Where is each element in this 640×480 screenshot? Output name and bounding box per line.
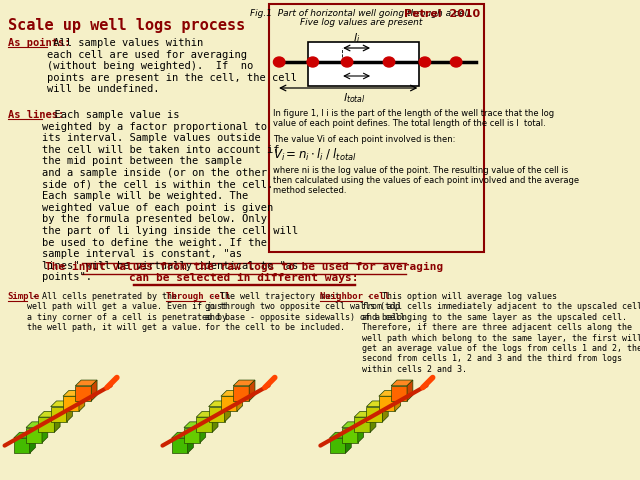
- Polygon shape: [38, 411, 60, 417]
- Polygon shape: [172, 432, 193, 438]
- Bar: [367, 407, 383, 422]
- Text: All sample values within
each cell are used for averaging
(without being weighte: All sample values within each cell are u…: [47, 38, 298, 95]
- Text: The value Vi of each point involved is then:: The value Vi of each point involved is t…: [273, 135, 456, 144]
- Polygon shape: [63, 391, 84, 396]
- Polygon shape: [354, 411, 376, 417]
- Bar: [63, 396, 79, 411]
- Bar: [308, 42, 419, 86]
- Text: Through cell: Through cell: [166, 292, 231, 301]
- Bar: [172, 438, 188, 453]
- Ellipse shape: [451, 57, 462, 67]
- Text: Each sample value is
weighted by a factor proportional to
its interval. Sample v: Each sample value is weighted by a facto…: [42, 110, 298, 282]
- Polygon shape: [346, 432, 351, 453]
- Polygon shape: [237, 391, 243, 411]
- Text: Simple: Simple: [8, 292, 40, 301]
- Ellipse shape: [419, 57, 431, 67]
- Polygon shape: [29, 432, 35, 453]
- Bar: [269, 4, 484, 252]
- Polygon shape: [391, 380, 413, 386]
- Polygon shape: [379, 391, 401, 396]
- Text: $V_i = n_i \cdot l_i \; / \; l_{total}$: $V_i = n_i \cdot l_i \; / \; l_{total}$: [273, 147, 357, 163]
- Ellipse shape: [307, 57, 319, 67]
- Bar: [51, 407, 67, 422]
- Polygon shape: [79, 391, 84, 411]
- Ellipse shape: [341, 57, 353, 67]
- Polygon shape: [42, 422, 48, 443]
- Polygon shape: [370, 411, 376, 432]
- Text: then calculated using the values of each point involved and the average: then calculated using the values of each…: [273, 176, 579, 185]
- Polygon shape: [67, 401, 72, 422]
- Text: method selected.: method selected.: [273, 186, 347, 195]
- Text: In figure 1, l i is the part of the length of the well trace that the log: In figure 1, l i is the part of the leng…: [273, 109, 554, 118]
- Polygon shape: [188, 432, 193, 453]
- Polygon shape: [221, 391, 243, 396]
- Text: - The well trajectory must
go through two opposite cell walls (top
and base - op: - The well trajectory must go through tw…: [205, 292, 404, 332]
- Bar: [38, 417, 54, 432]
- Polygon shape: [54, 411, 60, 432]
- Polygon shape: [233, 380, 255, 386]
- Polygon shape: [249, 380, 255, 401]
- Polygon shape: [367, 401, 388, 407]
- Text: Petrel  2010: Petrel 2010: [404, 9, 481, 19]
- Polygon shape: [13, 432, 35, 438]
- Text: value of each point defines. The total length of the cell is l  total.: value of each point defines. The total l…: [273, 119, 546, 128]
- Polygon shape: [184, 422, 205, 428]
- Text: $l_{total}$: $l_{total}$: [343, 91, 365, 105]
- Polygon shape: [209, 401, 230, 407]
- Text: As lines:: As lines:: [8, 110, 64, 120]
- Text: - All cells penetrated by the
well path will get a value. Even if just
a tiny co: - All cells penetrated by the well path …: [27, 292, 227, 332]
- Bar: [330, 438, 346, 453]
- Ellipse shape: [383, 57, 395, 67]
- Text: where ni is the log value of the point. The resulting value of the cell is: where ni is the log value of the point. …: [273, 166, 568, 175]
- Bar: [391, 386, 407, 401]
- Text: As points:: As points:: [8, 38, 70, 48]
- Text: Five log values are present: Five log values are present: [300, 18, 422, 27]
- Polygon shape: [407, 380, 413, 401]
- Bar: [354, 417, 370, 432]
- Bar: [221, 396, 237, 411]
- Text: can be selected in different ways:: can be selected in different ways:: [129, 273, 359, 283]
- Polygon shape: [225, 401, 230, 422]
- Polygon shape: [342, 422, 364, 428]
- Bar: [209, 407, 225, 422]
- Polygon shape: [383, 401, 388, 422]
- Bar: [196, 417, 212, 432]
- Text: $l_i$: $l_i$: [353, 31, 360, 45]
- Text: Fig.1  Part of horizontal well going through a cell.: Fig.1 Part of horizontal well going thro…: [250, 9, 472, 18]
- Text: Scale up well logs process: Scale up well logs process: [8, 18, 245, 33]
- Bar: [342, 428, 358, 443]
- Polygon shape: [76, 380, 97, 386]
- Bar: [233, 386, 249, 401]
- Text: The input values from the raw logs to be used for averaging: The input values from the raw logs to be…: [45, 262, 444, 272]
- Polygon shape: [51, 401, 72, 407]
- Bar: [26, 428, 42, 443]
- Text: Neighbor cell: Neighbor cell: [321, 292, 390, 301]
- Bar: [379, 396, 395, 411]
- Polygon shape: [200, 422, 205, 443]
- Text: -  This option will average log values
from all cells immediately adjacent to th: - This option will average log values fr…: [362, 292, 640, 374]
- Ellipse shape: [273, 57, 285, 67]
- Bar: [76, 386, 92, 401]
- Polygon shape: [330, 432, 351, 438]
- Polygon shape: [92, 380, 97, 401]
- Polygon shape: [212, 411, 218, 432]
- Bar: [13, 438, 29, 453]
- Polygon shape: [395, 391, 401, 411]
- Polygon shape: [26, 422, 48, 428]
- Bar: [184, 428, 200, 443]
- Polygon shape: [358, 422, 364, 443]
- Polygon shape: [196, 411, 218, 417]
